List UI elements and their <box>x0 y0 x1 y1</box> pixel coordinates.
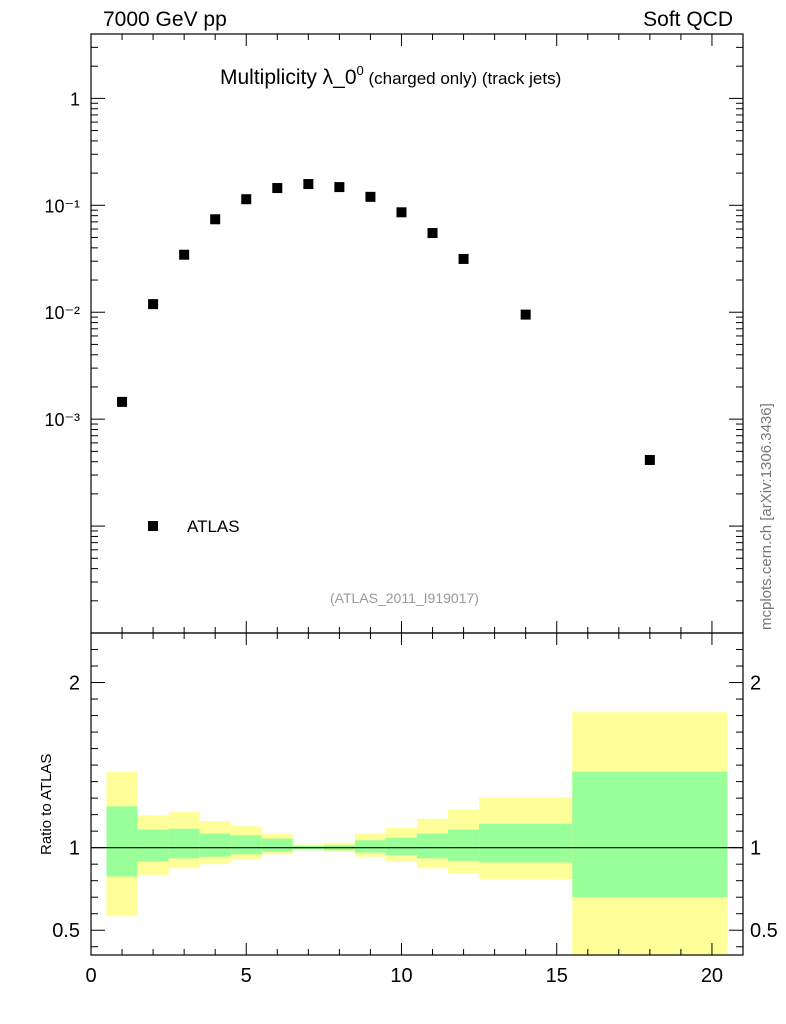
data-point <box>272 183 283 194</box>
stat-uncertainty-band <box>448 829 480 861</box>
stat-uncertainty-band <box>168 828 200 859</box>
legend-label: ATLAS <box>187 517 240 536</box>
data-point <box>458 253 469 264</box>
stat-uncertainty-band <box>137 829 169 862</box>
data-point <box>117 396 128 407</box>
y-tick-label: 10⁻² <box>44 303 80 323</box>
x-tick-label: 5 <box>241 965 252 987</box>
data-point <box>148 299 159 310</box>
data-point <box>210 214 221 225</box>
x-tick-label: 20 <box>701 965 723 987</box>
y-tick-label: 1 <box>70 89 80 109</box>
chart-title-main: Multiplicity λ_0 <box>220 66 357 89</box>
ratio-y-tick-label-right: 0.5 <box>750 920 778 942</box>
ratio-y-tick-label-left: 2 <box>69 673 80 695</box>
chart-title-rest: (charged only) (track jets) <box>363 69 562 88</box>
analysis-id: (ATLAS_2011_I919017) <box>330 590 479 606</box>
x-tick-label: 10 <box>390 965 412 987</box>
data-point <box>365 191 376 202</box>
data-point <box>334 182 345 193</box>
ratio-plot-frame <box>90 632 744 956</box>
stat-uncertainty-band <box>385 837 417 856</box>
x-tick-label: 0 <box>85 965 96 987</box>
stat-uncertainty-band <box>230 835 262 855</box>
stat-uncertainty-band <box>106 806 138 877</box>
data-point <box>303 179 314 190</box>
ratio-y-tick-label-left: 1 <box>69 838 80 860</box>
ratio-y-tick-label-right: 2 <box>750 673 761 695</box>
stat-uncertainty-band <box>479 823 573 863</box>
data-point <box>241 194 252 205</box>
ratio-y-tick-label-left: 0.5 <box>52 920 80 942</box>
ratio-y-tick-label-right: 1 <box>750 838 761 860</box>
y-tick-label: 10⁻³ <box>44 410 80 430</box>
chart-title-superscript: 0 <box>356 63 364 78</box>
y-tick-label: 10⁻¹ <box>44 196 80 216</box>
ratio-axis-label: Ratio to ATLAS <box>38 753 55 855</box>
x-tick-label: 15 <box>546 965 568 987</box>
data-point <box>396 207 407 218</box>
data-point <box>179 249 190 260</box>
main-plot-frame <box>90 33 744 634</box>
chart-title: Multiplicity λ_00 (charged only) (track … <box>220 63 562 90</box>
stat-uncertainty-band <box>572 771 728 898</box>
stat-uncertainty-band <box>354 840 386 853</box>
source-note: mcplots.cern.ch [arXiv:1306.3436] <box>758 403 775 630</box>
stat-uncertainty-band <box>417 833 449 859</box>
energy-label: 7000 GeV pp <box>103 8 227 31</box>
stat-uncertainty-band <box>199 833 231 857</box>
legend-marker <box>148 521 158 531</box>
data-point <box>644 454 655 465</box>
process-label: Soft QCD <box>643 8 733 31</box>
stat-uncertainty-band <box>261 838 293 852</box>
data-point <box>520 309 531 320</box>
data-point <box>427 228 438 239</box>
